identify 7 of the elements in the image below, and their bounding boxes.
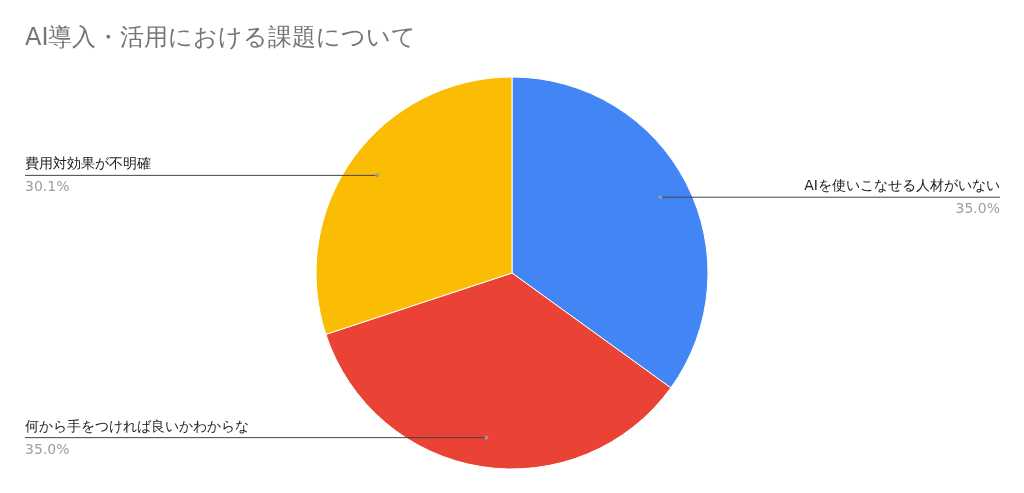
data-label: 30.1% <box>25 178 70 195</box>
slice-label: AIを使いこなせる人材がいない <box>804 177 1000 194</box>
slice-label: 費用対効果が不明確 <box>25 155 151 172</box>
slice-label: 何から手をつければ良いかわからな <box>25 417 249 434</box>
data-label: 35.0% <box>25 440 70 457</box>
data-label: 35.0% <box>955 200 1000 217</box>
chart-title: AI導入・活用における課題について <box>25 23 417 51</box>
